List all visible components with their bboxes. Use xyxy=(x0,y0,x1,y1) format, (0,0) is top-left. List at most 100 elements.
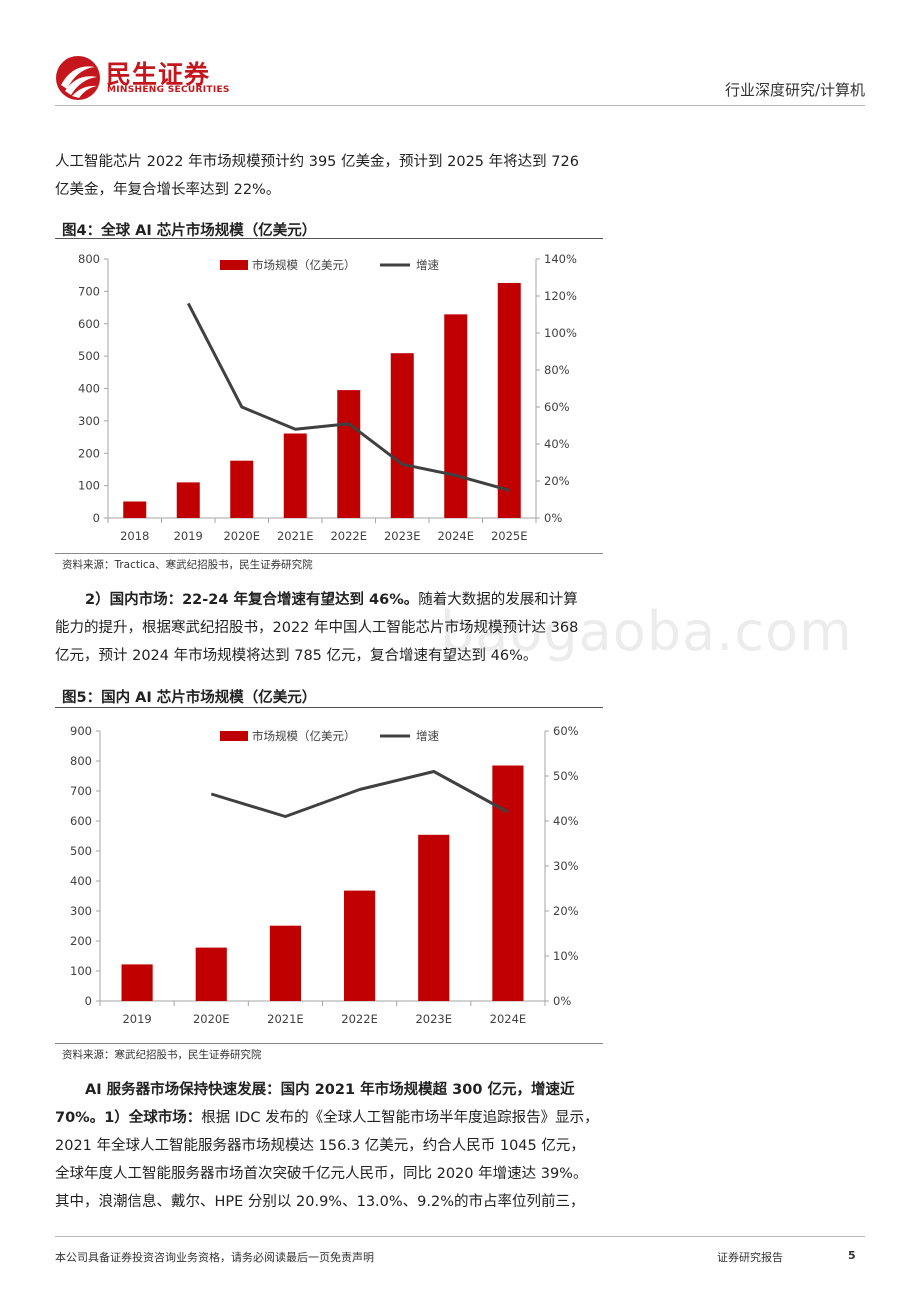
x-axis-tick-label: 2022E xyxy=(330,529,367,543)
server-lead-2: 70%。1）全球市场： xyxy=(55,1110,202,1126)
y-axis-tick-label: 500 xyxy=(70,844,92,858)
x-axis-tick-label: 2025E xyxy=(491,529,528,543)
x-axis-tick-label: 2024E xyxy=(490,1012,527,1026)
figure4-top-rule xyxy=(55,238,603,239)
domestic-line1-rest: 随着大数据的发展和计算 xyxy=(418,592,578,608)
bar xyxy=(230,460,254,518)
bar xyxy=(444,314,468,518)
bar xyxy=(390,353,414,518)
y-axis-tick-label: 0 xyxy=(93,511,100,525)
intro-line: 人工智能芯片 2022 年市场规模预计约 395 亿美金，预计到 2025 年将… xyxy=(55,154,579,170)
x-axis-tick-label: 2024E xyxy=(437,529,474,543)
bar xyxy=(176,482,200,518)
footer-disclaimer: 本公司具备证券投资咨询业务资格，请务必阅读最后一页免责声明 xyxy=(55,1251,374,1264)
y2-axis-tick-label: 60% xyxy=(544,400,570,414)
y2-axis-tick-label: 40% xyxy=(544,437,570,451)
server-paragraph: AI 服务器市场保持快速发展：国内 2021 年市场规模超 300 亿元，增速近… xyxy=(55,1076,603,1216)
bar xyxy=(121,964,153,1001)
x-axis-tick-label: 2018 xyxy=(120,529,149,543)
y-axis-tick-label: 700 xyxy=(70,784,92,798)
y2-axis-tick-label: 60% xyxy=(553,724,579,738)
brand-name-cn: 民生证券 xyxy=(106,60,211,89)
figure5-chart: 0 100 200 300 400 500 600 700 800 900 0% 10% 20% 30% 4… xyxy=(70,724,579,1026)
y-axis-tick-label: 200 xyxy=(70,934,92,948)
intro-paragraph: 人工智能芯片 2022 年市场规模预计约 395 亿美金，预计到 2025 年将… xyxy=(55,148,603,204)
x-axis-tick-label: 2019 xyxy=(174,529,203,543)
domestic-line: 亿元，预计 2024 年市场规模将达到 785 亿元，复合增速有望达到 46%。 xyxy=(55,648,538,664)
x-axis-tick-label: 2019 xyxy=(122,1012,151,1026)
x-axis-tick-label: 2023E xyxy=(415,1012,452,1026)
y2-axis-tick-label: 0% xyxy=(553,994,571,1008)
domestic-line: 能力的提升，根据寒武纪招股书，2022 年中国人工智能芯片市场规模预计达 368 xyxy=(55,620,579,636)
footer-divider xyxy=(55,1236,865,1237)
growth-line xyxy=(210,770,509,818)
bar xyxy=(337,390,361,518)
header-divider xyxy=(55,105,865,106)
server-line: 其中，浪潮信息、戴尔、HPE 分别以 20.9%、13.0%、9.2%的市占率位… xyxy=(55,1194,585,1210)
x-axis-tick-label: 2021E xyxy=(267,1012,304,1026)
bar xyxy=(123,501,147,518)
bar xyxy=(418,834,450,1001)
y-axis-tick-label: 100 xyxy=(70,964,92,978)
y-axis-tick-label: 400 xyxy=(70,874,92,888)
brand-name-en: MINSHENG SECURITIES xyxy=(107,85,230,95)
y-axis-tick-label: 200 xyxy=(78,446,100,460)
legend-bar-label: 市场规模（亿美元） xyxy=(252,258,356,272)
y2-axis-tick-label: 100% xyxy=(544,326,577,340)
bar xyxy=(195,947,227,1001)
figure5-source: 资料来源：寒武纪招股书，民生证券研究院 xyxy=(62,1049,262,1061)
server-lead: AI 服务器市场保持快速发展：国内 2021 年市场规模超 300 亿元，增速近 xyxy=(85,1082,575,1098)
intro-line: 亿美金，年复合增长率达到 22%。 xyxy=(55,182,281,198)
section-tag: 行业深度研究/计算机 xyxy=(724,81,865,99)
legend-bar-swatch xyxy=(220,731,248,741)
y-axis-tick-label: 800 xyxy=(70,754,92,768)
growth-line xyxy=(186,302,510,492)
bar xyxy=(283,433,307,518)
y-axis-tick-label: 0 xyxy=(85,994,92,1008)
domestic-line: 2）国内市场：22-24 年复合增速有望达到 46%。随着大数据的发展和计算 xyxy=(55,586,603,614)
y2-axis-tick-label: 40% xyxy=(553,814,579,828)
y-axis-tick-label: 700 xyxy=(78,284,100,298)
x-axis-tick-label: 2020E xyxy=(193,1012,230,1026)
y-axis-tick-label: 600 xyxy=(70,814,92,828)
y2-axis-tick-label: 20% xyxy=(553,904,579,918)
brand-logo-icon xyxy=(56,56,100,100)
domestic-paragraph: 2）国内市场：22-24 年复合增速有望达到 46%。随着大数据的发展和计算 能… xyxy=(55,586,603,670)
domestic-lead: 2）国内市场：22-24 年复合增速有望达到 46%。 xyxy=(85,592,419,608)
server-line: AI 服务器市场保持快速发展：国内 2021 年市场规模超 300 亿元，增速近 xyxy=(55,1076,603,1104)
figure5-top-rule xyxy=(55,707,603,708)
y-axis-tick-label: 900 xyxy=(70,724,92,738)
y2-axis-tick-label: 120% xyxy=(544,289,577,303)
y2-axis-tick-label: 20% xyxy=(544,474,570,488)
footer-report-type: 证券研究报告 xyxy=(717,1251,783,1264)
y2-axis-tick-label: 0% xyxy=(544,511,562,525)
server-line2-rest: 根据 IDC 发布的《全球人工智能市场半年度追踪报告》显示， xyxy=(201,1110,599,1126)
y2-axis-tick-label: 140% xyxy=(544,252,577,266)
watermark: baogaoba.com xyxy=(440,600,853,663)
figure4-title: 图4：全球 AI 芯片市场规模（亿美元） xyxy=(62,223,317,239)
bar xyxy=(497,282,521,518)
y-axis-tick-label: 300 xyxy=(70,904,92,918)
x-axis-tick-label: 2022E xyxy=(341,1012,378,1026)
server-line: 70%。1）全球市场：根据 IDC 发布的《全球人工智能市场半年度追踪报告》显示… xyxy=(55,1104,603,1132)
figure5-bottom-rule xyxy=(55,1043,603,1044)
y-axis-tick-label: 600 xyxy=(78,317,100,331)
y-axis-tick-label: 500 xyxy=(78,349,100,363)
figure4-chart: 0 100 200 300 400 500 600 700 800 0% 20% 40% 60% 80% 1… xyxy=(78,252,577,543)
bar xyxy=(269,925,301,1001)
x-axis-tick-label: 2021E xyxy=(277,529,314,543)
y-axis-tick-label: 800 xyxy=(78,252,100,266)
bar xyxy=(492,765,524,1001)
y-axis-tick-label: 300 xyxy=(78,414,100,428)
y2-axis-tick-label: 30% xyxy=(553,859,579,873)
figure5-title: 图5：国内 AI 芯片市场规模（亿美元） xyxy=(62,690,317,706)
legend-bar-swatch xyxy=(220,260,248,270)
x-axis-tick-label: 2023E xyxy=(384,529,421,543)
legend-line-label: 增速 xyxy=(416,258,439,272)
server-line: 2021 年全球人工智能服务器市场规模达 156.3 亿美元，约合人民币 104… xyxy=(55,1138,585,1154)
y2-axis-tick-label: 80% xyxy=(544,363,570,377)
server-line: 全球年度人工智能服务器市场首次突破千亿元人民币，同比 2020 年增速达 39%… xyxy=(55,1166,588,1182)
bar xyxy=(344,890,376,1001)
x-axis-tick-label: 2020E xyxy=(223,529,260,543)
legend-bar-label: 市场规模（亿美元） xyxy=(252,729,356,743)
